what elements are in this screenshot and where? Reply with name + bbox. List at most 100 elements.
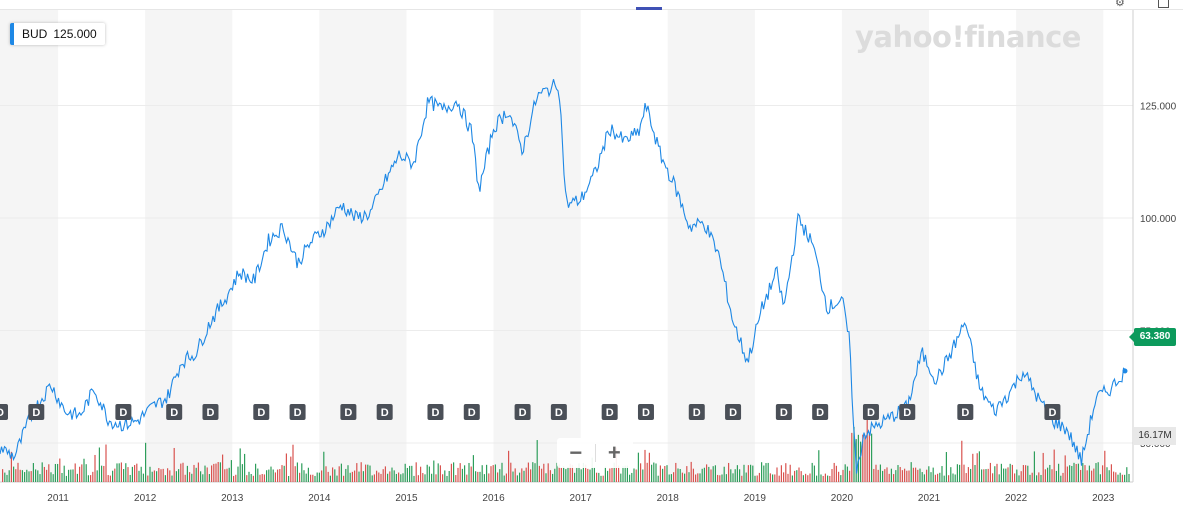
volume-bar <box>888 473 890 482</box>
volume-bar <box>728 462 730 482</box>
volume-bar <box>43 466 45 482</box>
series-color-swatch <box>10 23 14 45</box>
volume-bar <box>184 474 186 482</box>
volume-bar <box>479 471 481 482</box>
volume-bar <box>844 464 846 482</box>
volume-bar <box>1126 467 1128 482</box>
volume-bar <box>1003 468 1005 482</box>
volume-bar <box>193 464 195 482</box>
volume-bar <box>13 466 15 482</box>
volume-bar <box>998 474 1000 482</box>
volume-bar <box>241 464 243 482</box>
volume-bar <box>699 473 701 482</box>
volume-bar <box>114 468 116 482</box>
volume-bar <box>945 452 947 482</box>
volume-bar <box>85 464 87 482</box>
volume-bar <box>890 468 892 482</box>
volume-bar <box>65 475 67 482</box>
volume-bar <box>1014 473 1016 482</box>
volume-bar <box>840 475 842 482</box>
volume-bar <box>1073 462 1075 482</box>
volume-bar <box>244 453 246 482</box>
settings-icon[interactable]: ⚙ <box>1115 0 1125 9</box>
volume-bar <box>530 469 532 482</box>
volume-bar <box>178 469 180 482</box>
dividend-marker <box>812 404 829 420</box>
volume-bar <box>312 474 314 482</box>
volume-bar <box>708 466 710 482</box>
volume-bar <box>956 464 958 482</box>
volume-bar <box>318 472 320 482</box>
volume-bar <box>239 448 241 482</box>
dividend-marker <box>688 404 705 420</box>
volume-bar <box>343 475 345 482</box>
volume-bar <box>15 469 17 482</box>
volume-bar <box>574 472 576 482</box>
volume-bar <box>827 475 829 482</box>
volume-bar <box>875 464 877 482</box>
volume-bar <box>879 464 881 482</box>
volume-bar <box>1044 469 1046 482</box>
volume-bar <box>589 469 591 482</box>
x-tick-label: 2015 <box>395 493 418 504</box>
volume-bar <box>186 465 188 482</box>
x-tick-label: 2022 <box>1005 493 1028 504</box>
volume-bar <box>1086 470 1088 482</box>
volume-bar <box>609 468 611 482</box>
volume-bar <box>351 471 353 482</box>
volume-bar <box>912 467 914 482</box>
volume-bar <box>774 474 776 482</box>
volume-bar <box>1040 474 1042 482</box>
volume-bar <box>61 472 63 482</box>
volume-bar <box>142 473 144 482</box>
ticker-chip[interactable]: BUD 125.000 <box>10 23 105 45</box>
volume-bar <box>90 475 92 482</box>
volume-bar <box>1022 465 1024 482</box>
volume-bar <box>725 474 727 482</box>
volume-bar <box>677 468 679 482</box>
volume-bar <box>1031 472 1033 482</box>
volume-bar <box>983 469 985 482</box>
volume-bar <box>402 473 404 482</box>
zoom-in-button[interactable]: + <box>607 440 621 465</box>
volume-bar <box>767 462 769 482</box>
year-band <box>841 10 930 482</box>
volume-bar <box>2 469 4 482</box>
dividend-marker <box>1044 404 1061 420</box>
volume-bar <box>96 470 98 482</box>
volume-bar <box>926 469 928 482</box>
dividend-marker-label: D <box>32 407 40 419</box>
volume-bar <box>261 473 263 482</box>
volume-bar <box>63 465 65 482</box>
volume-bar <box>985 469 987 482</box>
volume-bar <box>1029 474 1031 482</box>
dividend-marker-label: D <box>867 407 875 419</box>
volume-bar <box>235 474 237 482</box>
volume-bar <box>600 475 602 482</box>
volume-bar <box>873 468 875 482</box>
volume-bar <box>74 463 76 482</box>
volume-bar <box>1082 463 1084 482</box>
volume-bar <box>1084 465 1086 482</box>
volume-bar <box>1058 463 1060 482</box>
volume-bar <box>1124 474 1126 482</box>
volume-bar <box>1042 452 1044 482</box>
volume-bar <box>191 473 193 482</box>
volume-bar <box>866 419 868 482</box>
volume-bar <box>565 469 567 482</box>
volume-bar <box>356 463 358 482</box>
year-band <box>319 10 407 482</box>
fullscreen-icon[interactable] <box>1158 0 1169 8</box>
volume-bar <box>664 466 666 482</box>
volume-bar <box>147 475 149 482</box>
volume-bar <box>745 472 747 482</box>
dividend-marker <box>957 404 974 420</box>
volume-bar <box>941 466 943 482</box>
dividend-marker-label: D <box>344 407 352 419</box>
zoom-out-button[interactable]: − <box>569 440 583 465</box>
year-band <box>0 10 59 482</box>
volume-bar <box>981 469 983 482</box>
volume-bar <box>169 470 171 482</box>
volume-bar <box>860 441 862 482</box>
